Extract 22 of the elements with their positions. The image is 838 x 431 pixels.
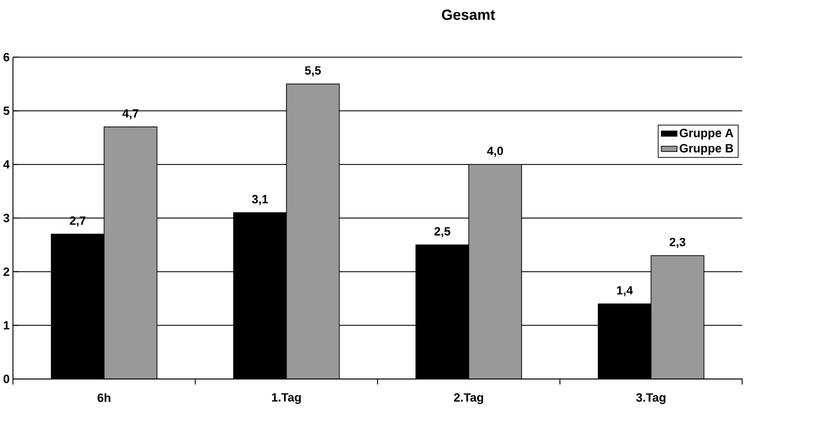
legend-label: Gruppe A [680, 128, 734, 140]
data-label: 3,1 [252, 194, 268, 205]
y-tick-label: 3 [3, 214, 10, 222]
x-tick-label: 2.Tag [454, 392, 484, 404]
y-tick-label: 4 [3, 160, 10, 168]
y-tick-label: 5 [3, 106, 10, 115]
y-tick-label: 6 [4, 52, 10, 62]
y-tick-label: 0 [4, 374, 10, 383]
y-tick-label: 1 [4, 320, 10, 330]
data-label: 2,3 [670, 238, 686, 248]
x-tick-label: 1.Tag [272, 392, 301, 404]
data-label: 4,7 [122, 109, 138, 120]
legend-label: Gruppe B [680, 144, 734, 155]
data-label: 4,0 [487, 146, 503, 157]
data-label: 2,7 [70, 216, 86, 226]
chart-title: Gesamt [442, 9, 496, 20]
x-tick-label: 3.Tag [636, 392, 666, 404]
data-label: 5,5 [304, 66, 321, 76]
y-tick-label: 2 [3, 267, 10, 276]
data-label: 1,4 [617, 286, 633, 296]
data-label: 2,5 [434, 226, 450, 238]
x-tick-label: 6h [98, 392, 110, 402]
